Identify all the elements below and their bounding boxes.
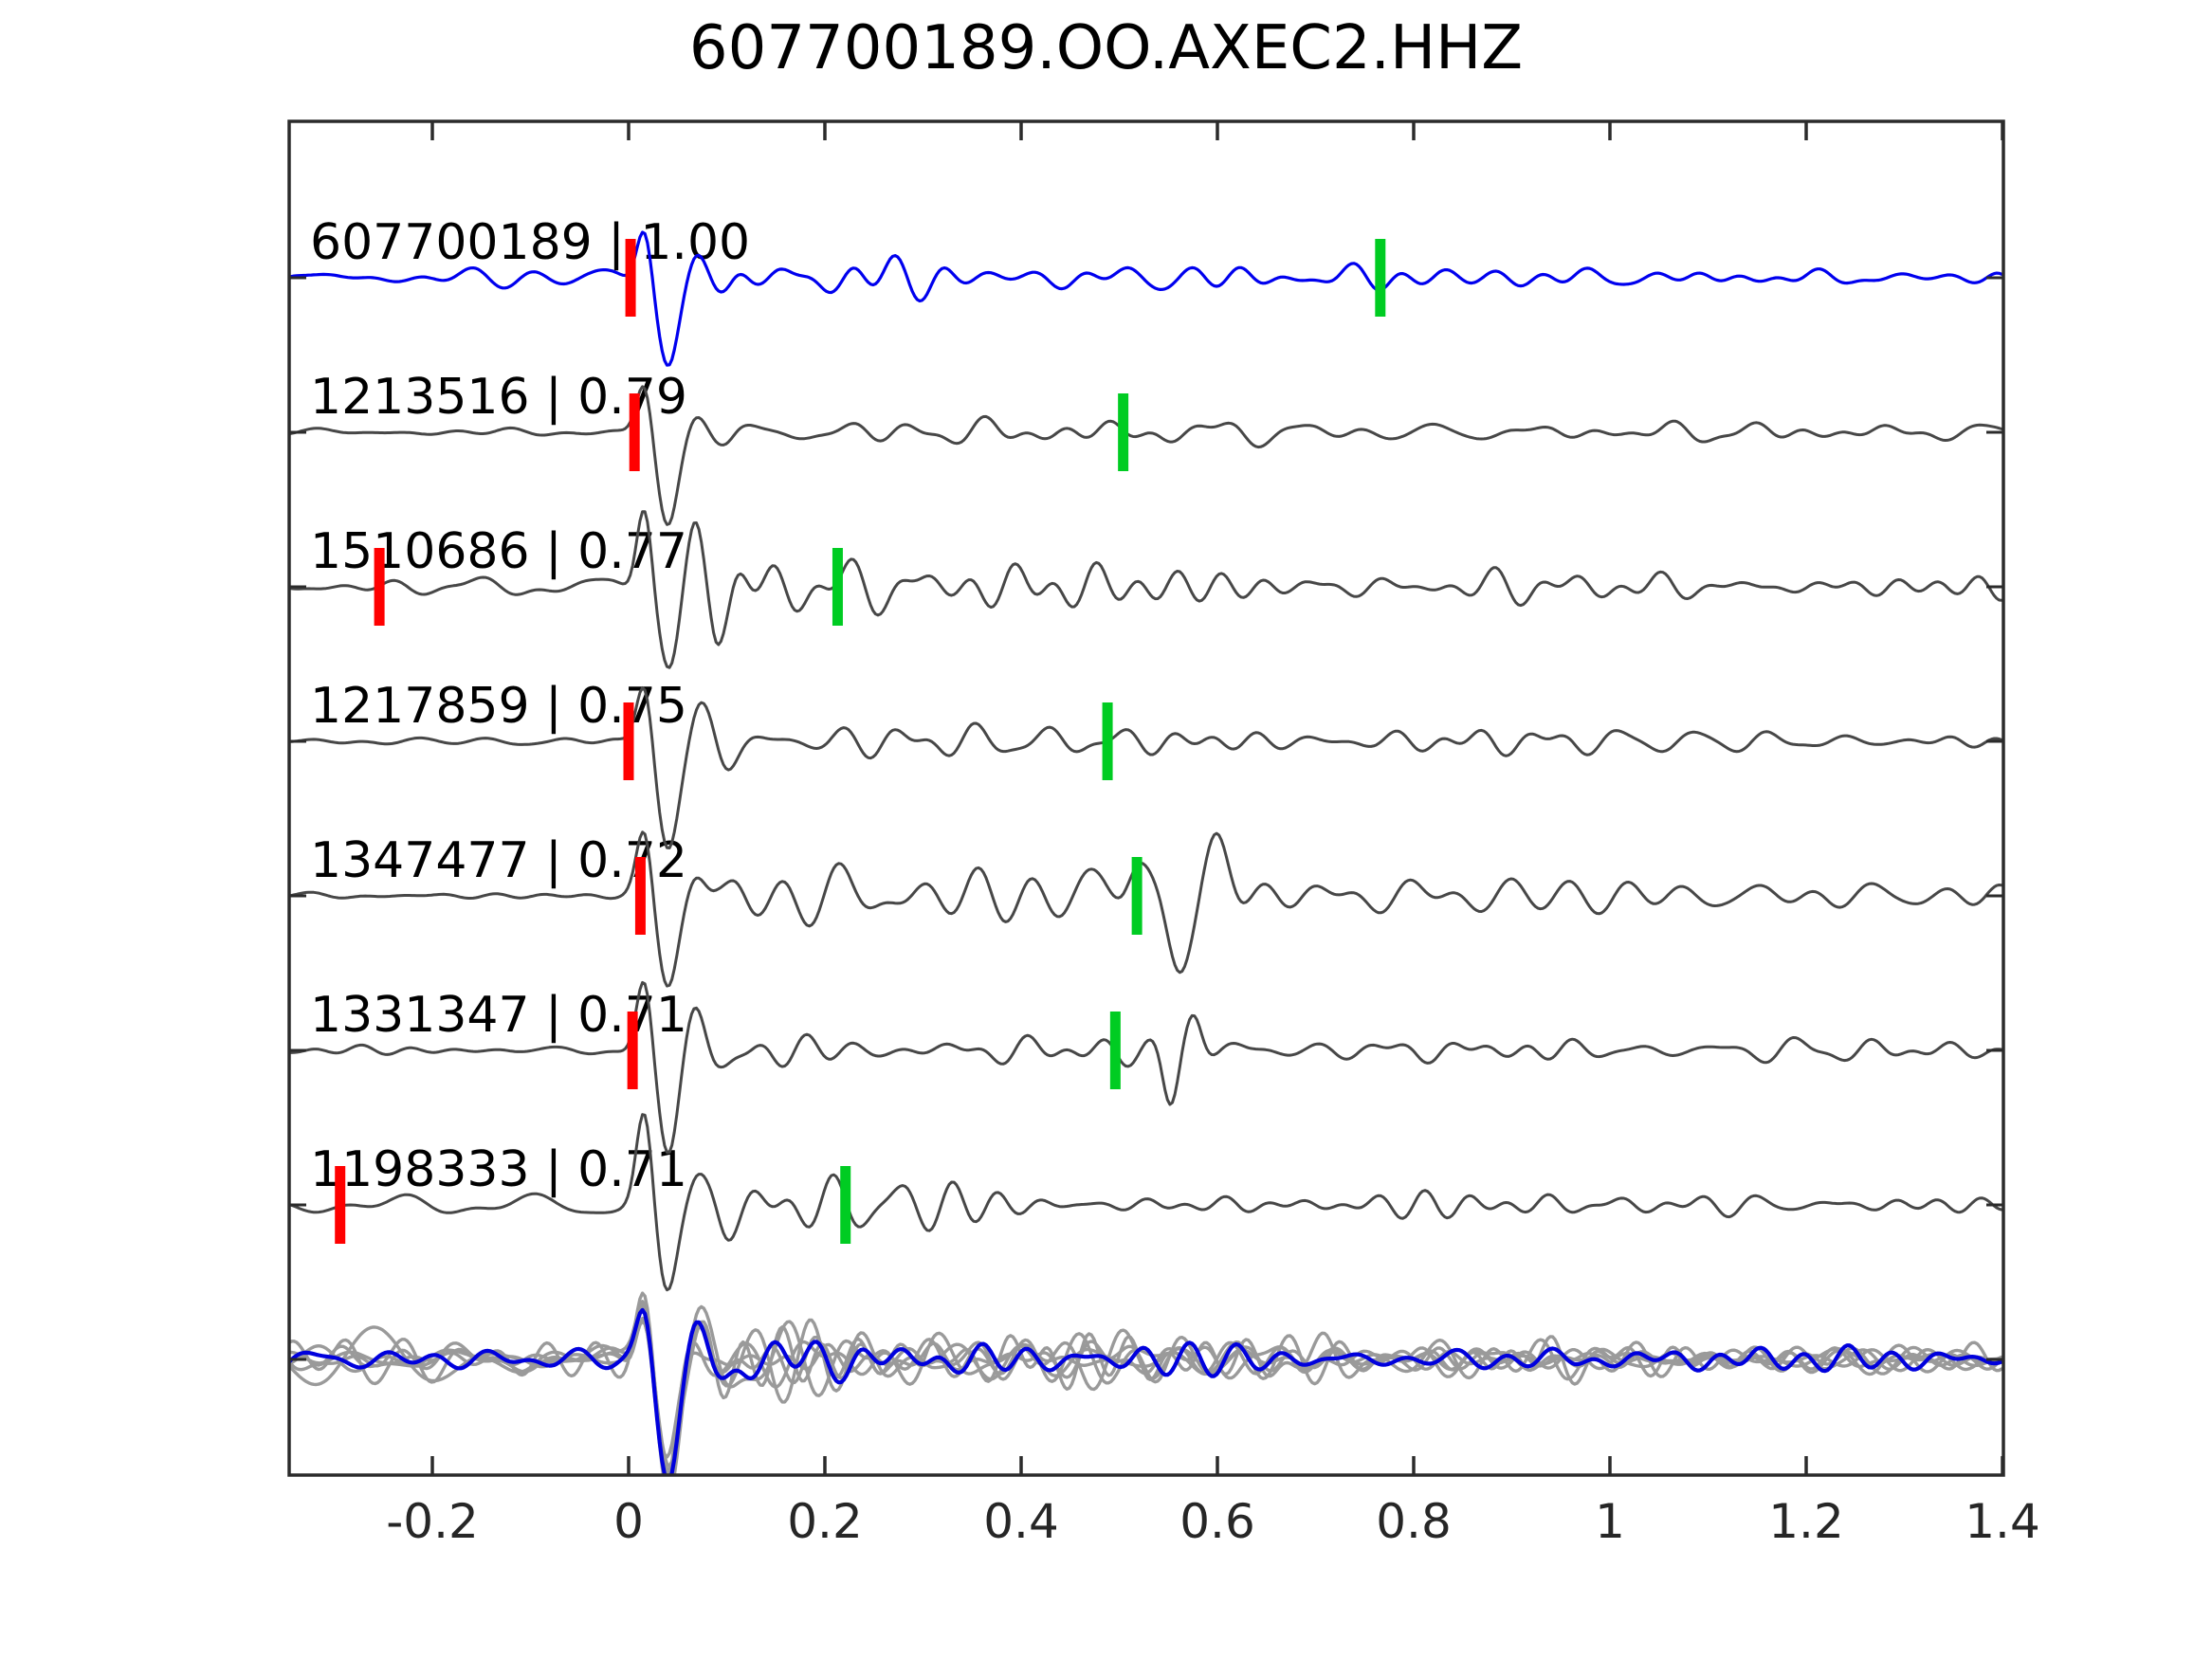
green-pick-marker [832, 548, 843, 626]
figure-title: 607700189.OO.AXEC2.HHZ [688, 13, 1524, 83]
x-tick-label: 0.6 [1179, 1494, 1255, 1549]
x-tick-label: 0.4 [983, 1494, 1059, 1549]
trace-label: 1331347 | 0.71 [310, 987, 687, 1044]
trace-label: 1198333 | 0.71 [310, 1141, 687, 1198]
trace-label: 1347477 | 0.72 [310, 832, 687, 889]
x-tick-label: 1.4 [1965, 1494, 2040, 1549]
template-waveform [289, 230, 2003, 367]
green-pick-marker [840, 1166, 851, 1244]
detection-waveform [289, 1113, 2003, 1292]
x-tick-label: 0.2 [787, 1494, 863, 1549]
trace-label: 607700189 | 1.00 [310, 214, 750, 271]
red-pick-marker [374, 548, 385, 626]
x-tick-label: 0 [613, 1494, 644, 1549]
x-tick-label: -0.2 [386, 1494, 479, 1549]
detection-waveform [289, 685, 2003, 849]
detection-waveform [289, 830, 2003, 988]
trace-label: 1213516 | 0.79 [310, 369, 687, 426]
stack-gray-waveform [289, 1291, 2003, 1475]
trace-label: 1510686 | 0.77 [310, 523, 687, 580]
traces-group [289, 230, 2003, 1475]
red-pick-marker [623, 702, 634, 780]
stack-template-waveform [289, 1307, 2003, 1475]
red-pick-marker [629, 393, 640, 471]
green-pick-marker [1109, 1012, 1121, 1089]
detection-waveform [289, 980, 2003, 1154]
axes-frame [287, 119, 2005, 1477]
green-pick-marker [1375, 239, 1386, 317]
red-pick-marker [634, 857, 646, 935]
stack-gray-waveform [289, 1316, 2003, 1468]
red-pick-marker [625, 239, 636, 317]
detection-waveform [289, 510, 2003, 669]
stack-gray-waveform [289, 1300, 2003, 1475]
green-pick-marker [1131, 857, 1143, 935]
green-pick-marker [1118, 393, 1129, 471]
x-tick-label: 1.2 [1768, 1494, 1844, 1549]
red-pick-marker [335, 1166, 346, 1244]
x-tick-label: 0.8 [1376, 1494, 1452, 1549]
green-pick-marker [1102, 702, 1113, 780]
stack-gray-waveform [289, 1304, 2003, 1471]
red-pick-marker [627, 1012, 638, 1089]
detection-waveform [289, 385, 2003, 526]
x-tick-label: 1 [1595, 1494, 1625, 1549]
